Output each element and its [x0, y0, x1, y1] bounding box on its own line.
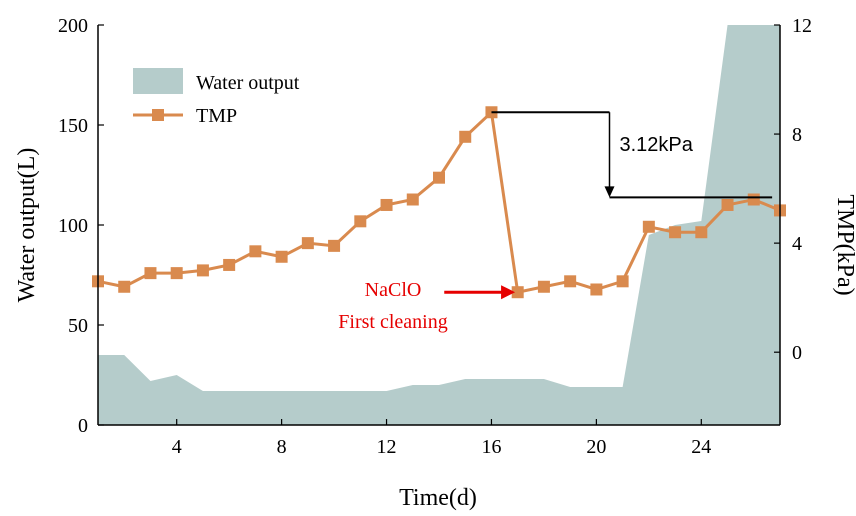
y-tick-right-label: 0 [792, 342, 802, 364]
tmp-point [301, 237, 314, 250]
tmp-point [380, 198, 393, 211]
y-tick-left-label: 150 [58, 115, 88, 137]
tmp-point [721, 198, 734, 211]
tmp-point [642, 220, 655, 233]
water-output-area [98, 25, 780, 425]
tmp-point [669, 226, 682, 239]
tmp-point [747, 193, 760, 206]
tmp-point [170, 267, 183, 280]
legend-label-tmp: TMP [196, 105, 237, 127]
y-tick-left-label: 50 [68, 315, 88, 337]
tmp-point [354, 215, 367, 228]
legend: Water output TMP [133, 68, 300, 127]
x-tick-label: 20 [586, 436, 606, 458]
tmp-point [537, 280, 550, 293]
tmp-point [590, 283, 603, 296]
x-tick-label: 24 [691, 436, 711, 458]
cleaning-arrow-head [501, 285, 516, 300]
tmp-point [118, 280, 131, 293]
legend-marker-tmp [152, 109, 164, 121]
y-tick-left-label: 100 [58, 215, 88, 237]
legend-label-water-output: Water output [196, 72, 300, 94]
tmp-point [459, 130, 472, 143]
tmp-point [564, 275, 577, 288]
tmp-drop-arrow-head [604, 186, 615, 198]
x-tick-label: 4 [172, 436, 182, 458]
tmp-point [144, 267, 157, 280]
tmp-point [275, 250, 288, 263]
x-tick-label: 12 [377, 436, 397, 458]
y-axis-left-label: Water output(L) [14, 148, 40, 303]
y-tick-left-label: 200 [58, 15, 88, 37]
annotation-layer: 3.12kPa NaClO First cleaning [338, 111, 773, 333]
tmp-point [433, 171, 445, 184]
tmp-point [196, 264, 209, 277]
x-axis-label: Time(d) [399, 485, 477, 511]
cleaning-label-line2: First cleaning [338, 311, 447, 333]
tmp-point [406, 193, 419, 206]
x-tick-label: 16 [481, 436, 501, 458]
y-tick-right-label: 8 [792, 124, 802, 146]
axes-layer: 4 8 12 16 20 24 0 50 100 150 200 0 4 8 12 [58, 15, 812, 458]
tmp-point [249, 245, 262, 258]
tmp-point [328, 239, 341, 252]
tmp-drop-label: 3.12kPa [620, 134, 694, 156]
water-output-area-layer [98, 25, 780, 425]
y-tick-left-label: 0 [78, 415, 88, 437]
tmp-point [223, 258, 236, 271]
tmp-point [511, 286, 524, 299]
tmp-point [695, 226, 708, 239]
cleaning-label-line1: NaClO [365, 279, 422, 301]
x-tick-label: 8 [277, 436, 287, 458]
tmp-line-layer [92, 106, 786, 299]
y-tick-right-label: 12 [792, 15, 812, 37]
tmp-point [616, 275, 629, 288]
y-axis-right-label: TMP(kPa) [832, 194, 856, 295]
legend-swatch-water-output [133, 68, 183, 94]
y-tick-right-label: 4 [792, 233, 802, 255]
